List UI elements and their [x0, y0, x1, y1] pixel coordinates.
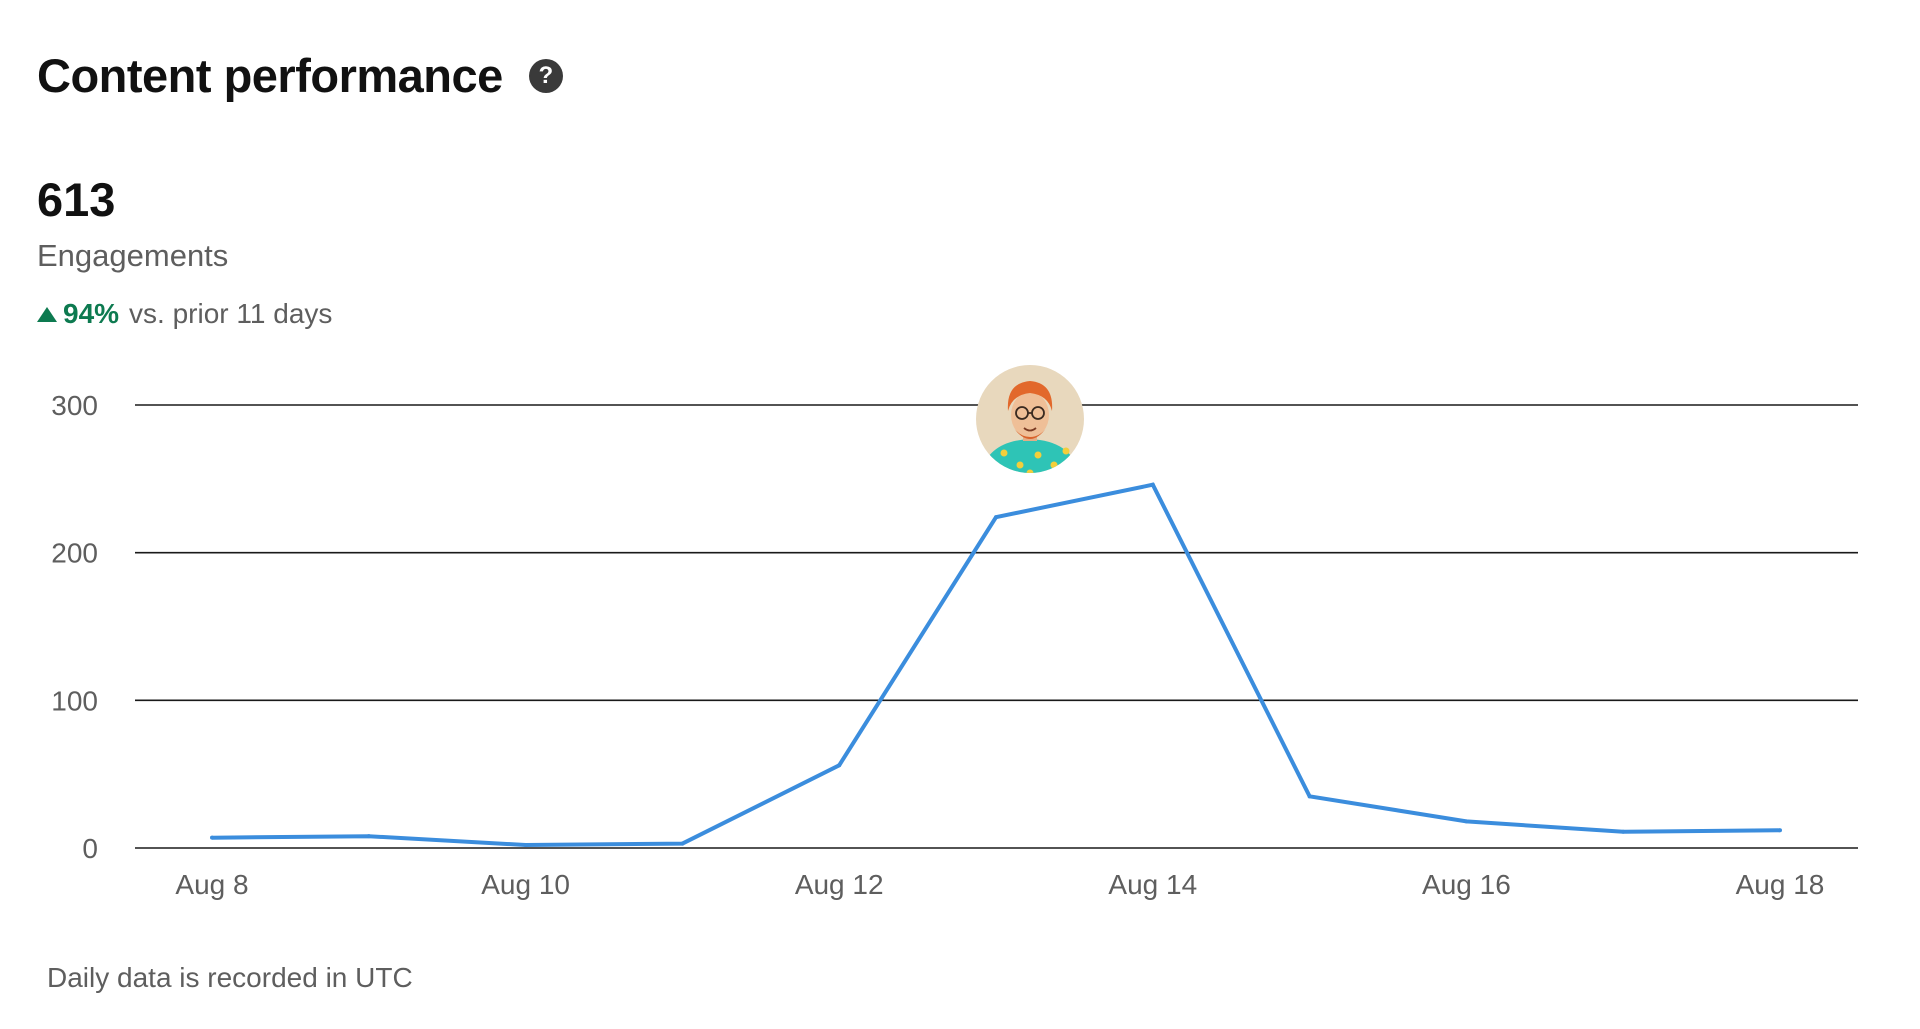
- data-point: [1150, 482, 1155, 487]
- avatar-icon: [976, 365, 1084, 473]
- change-value: 94%: [63, 298, 120, 329]
- y-tick-label: 100: [51, 685, 98, 716]
- help-icon[interactable]: ?: [528, 58, 563, 93]
- x-tick-label: Aug 18: [1736, 869, 1825, 900]
- y-tick-label: 0: [82, 833, 98, 864]
- x-tick-label: Aug 14: [1108, 869, 1197, 900]
- data-point: [837, 763, 842, 768]
- data-point: [366, 834, 371, 839]
- x-tick-label: Aug 10: [481, 869, 570, 900]
- data-point: [680, 841, 685, 846]
- series-line-engagements: [211, 482, 1781, 848]
- metric-label: Engagements: [37, 238, 229, 273]
- y-tick-label: 300: [51, 390, 98, 421]
- data-point: [1621, 829, 1626, 834]
- data-point: [994, 515, 998, 520]
- header: Content performance ?: [37, 48, 563, 103]
- change-text: vs. prior 11 days: [129, 298, 333, 329]
- y-tick-label: 200: [51, 538, 98, 569]
- x-tick-label: Aug 16: [1422, 869, 1511, 900]
- metric-value: 613: [37, 173, 116, 226]
- data-point: [523, 843, 528, 848]
- page-title: Content performance: [37, 49, 503, 102]
- data-point: [1307, 794, 1312, 799]
- data-point: [1464, 819, 1469, 824]
- data-point: [1778, 828, 1782, 833]
- footnote: Daily data is recorded in UTC: [47, 962, 413, 993]
- change-indicator: 94% vs. prior 11 days: [37, 298, 332, 330]
- up-arrow-icon: [37, 306, 57, 322]
- data-point: [210, 835, 214, 840]
- x-tick-label: Aug 8: [175, 869, 248, 900]
- x-tick-label: Aug 12: [795, 869, 884, 900]
